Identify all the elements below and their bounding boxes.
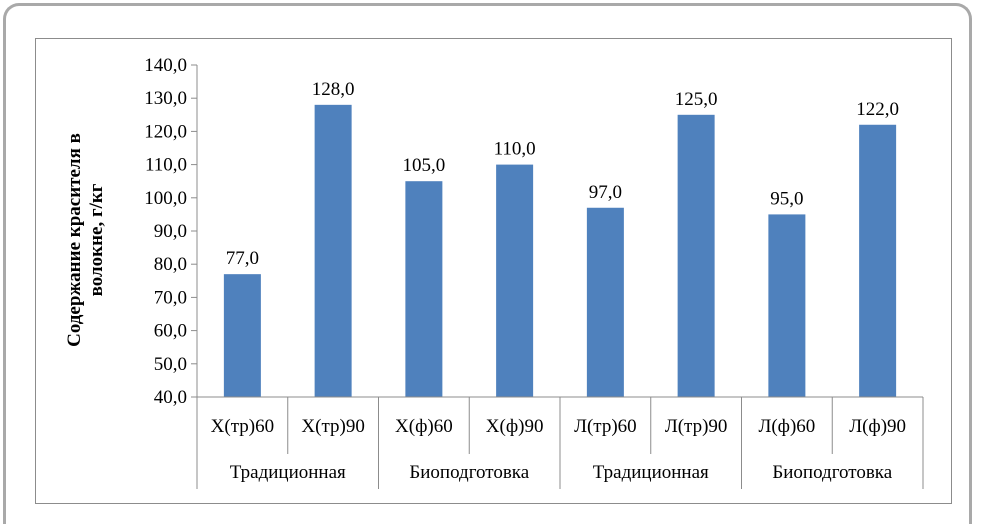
bar [677,114,715,398]
bar [496,164,534,397]
y-tick-label: 90,0 [154,221,187,242]
x-tick-label: Л(ф)90 [849,416,906,437]
x-tick-label: Х(тр)90 [301,416,364,437]
x-tick-label: Х(ф)60 [395,416,453,437]
y-axis: 40,0 50,0 60,0 70,0 80,0 90,0 100,0 110,0 120,0 1… [144,55,198,408]
data-label: 97,0 [589,182,622,203]
bar [586,207,624,397]
y-tick-label: 120,0 [144,121,187,142]
y-axis-title: Содержание красителя в волокне, г/кг [64,133,107,347]
y-tick-label: 80,0 [154,254,187,275]
data-label: 95,0 [770,188,803,209]
data-labels: 77,0 128,0 105,0 110,0 97,0 125,0 95,0 122,0 [226,79,899,269]
bar [859,124,897,397]
x-tick-label: Л(ф)60 [758,416,815,437]
data-label: 128,0 [312,79,355,100]
y-tick-label: 40,0 [154,387,187,408]
data-label: 125,0 [675,89,718,110]
y-tick-label: 50,0 [154,354,187,375]
y-tick-label: 110,0 [145,155,187,176]
y-tick-label: 60,0 [154,321,187,342]
bar [223,274,261,397]
y-tick-label: 100,0 [144,188,187,209]
x-axis: Х(тр)60 Х(тр)90 Х(ф)60 Х(ф)90 Л(тр)60 Л(тр)90… [196,396,924,489]
x-tick-label: Х(тр)60 [211,416,274,437]
y-axis-title-line-1: Содержание красителя в [64,133,85,347]
y-axis-title-line-2: волокне, г/кг [86,183,107,296]
bar [314,104,352,397]
y-tick-label: 130,0 [144,88,187,109]
x-tick-label: Л(тр)60 [574,416,637,437]
data-label: 77,0 [226,248,259,269]
bar [768,214,806,397]
data-label: 122,0 [856,99,899,120]
y-tick-label: 140,0 [144,55,187,76]
data-label: 105,0 [403,155,446,176]
bar [405,181,443,397]
x-group-label: Традиционная [593,462,709,483]
x-group-label: Биоподготовка [772,462,892,483]
x-group-label: Биоподготовка [409,462,529,483]
x-tick-label: Х(ф)90 [486,416,544,437]
bars [223,104,897,398]
data-label: 110,0 [494,139,536,160]
chart-frame [3,3,972,524]
y-tick-label: 70,0 [154,287,187,308]
x-group-label: Традиционная [230,462,346,483]
x-tick-label: Л(тр)90 [665,416,728,437]
